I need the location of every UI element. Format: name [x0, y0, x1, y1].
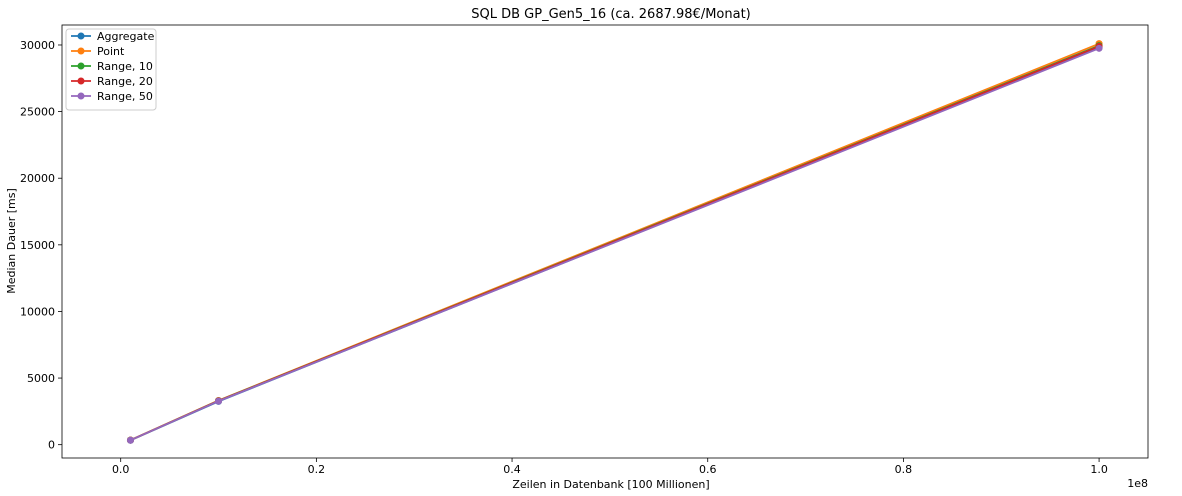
legend-swatch-marker [77, 92, 85, 100]
legend: Aggregate Point Range, 10 Range, 20 Range, 5… [65, 28, 157, 111]
y-tick-label: 5000 [27, 372, 55, 385]
plot-area: 0.0 0.2 0.4 0.6 0.8 1.0 0 5000 10000 15000 20000 25… [20, 24, 1149, 476]
data-point [1095, 44, 1103, 52]
y-tick-label: 25000 [20, 106, 55, 119]
y-tick-label: 0 [48, 439, 55, 452]
legend-entry-label: Range, 50 [97, 90, 153, 103]
data-point [215, 397, 223, 405]
y-tick-label: 15000 [20, 239, 55, 252]
x-axis-offset-label: 1e8 [1127, 477, 1148, 490]
x-tick-label: 1.0 [1090, 463, 1108, 476]
x-tick-label: 0.8 [895, 463, 913, 476]
legend-entry-label: Range, 20 [97, 75, 153, 88]
legend-entry-label: Aggregate [97, 30, 155, 43]
legend-swatch-marker [77, 47, 85, 55]
x-tick-label: 0.0 [112, 463, 130, 476]
legend-swatch-marker [77, 32, 85, 40]
chart-title: SQL DB GP_Gen5_16 (ca. 2687.98€/Monat) [471, 7, 751, 22]
legend-swatch-marker [77, 62, 85, 70]
x-axis-label: Zeilen in Datenbank [100 Millionen] [512, 478, 709, 491]
legend-entry-label: Point [97, 45, 125, 58]
y-axis-label: Median Dauer [ms] [5, 188, 18, 294]
legend-swatch-marker [77, 77, 85, 85]
legend-frame [65, 28, 157, 111]
legend-entry-label: Range, 10 [97, 60, 153, 73]
x-tick-label: 0.6 [699, 463, 717, 476]
y-tick-label: 10000 [20, 305, 55, 318]
data-point [126, 436, 134, 444]
y-tick-label: 30000 [20, 39, 55, 52]
x-tick-label: 0.4 [503, 463, 521, 476]
y-tick-label: 20000 [20, 172, 55, 185]
axes-frame [61, 24, 1149, 459]
x-tick-label: 0.2 [308, 463, 326, 476]
